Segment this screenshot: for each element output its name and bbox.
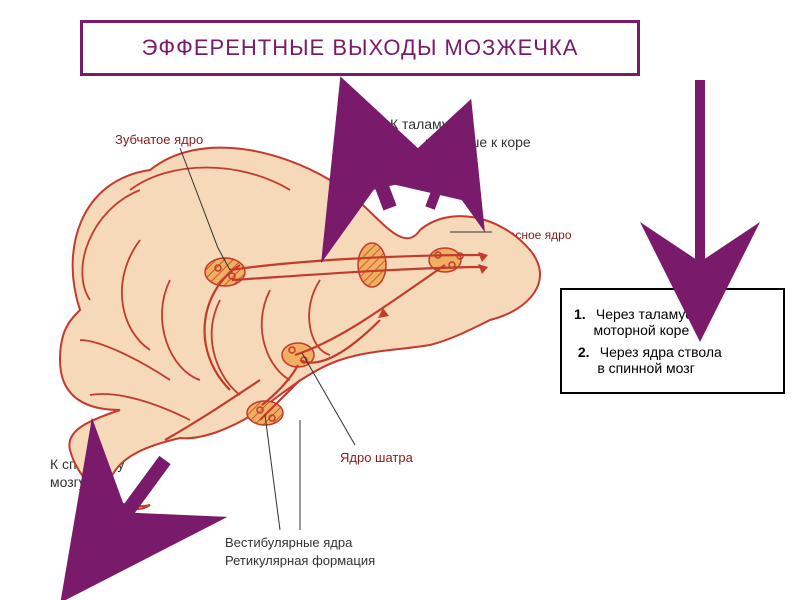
label-spinal-2: мозгу [50,473,86,491]
label-spinal-1: К спинному [50,455,124,473]
label-red-nucleus: Красное ядро [495,228,572,244]
pathway-text-2b: в спинной мозг [597,360,694,376]
label-vestibular-1: Вестибулярные ядра [225,535,352,552]
pathway-num-2: 2. [578,344,596,360]
label-dentate: Зубчатое ядро [115,132,203,149]
label-thalamus-2: и дальше к коре [425,133,531,151]
pathway-text-1b: моторной коре [593,322,689,338]
pathway-item-2: 2. Через ядра ствола в спинной мозг [574,344,771,376]
pathways-box: 1. Через таламус к моторной коре 2. Чере… [560,288,785,394]
pathway-num-1: 1. [574,306,592,322]
pathway-item-1: 1. Через таламус к моторной коре [574,306,771,338]
label-thalamus-1: К таламусу [390,115,463,133]
pathway-text-2a: Через ядра ствола [600,344,722,360]
title-box: ЭФФЕРЕНТНЫЕ ВЫХОДЫ МОЗЖЕЧКА [80,20,640,76]
label-fastigial: Ядро шатра [340,450,413,467]
title-text: ЭФФЕРЕНТНЫЕ ВЫХОДЫ МОЗЖЕЧКА [142,35,579,60]
pathway-text-1a: Через таламус к [596,306,702,322]
label-vestibular-2: Ретикулярная формация [225,553,375,570]
